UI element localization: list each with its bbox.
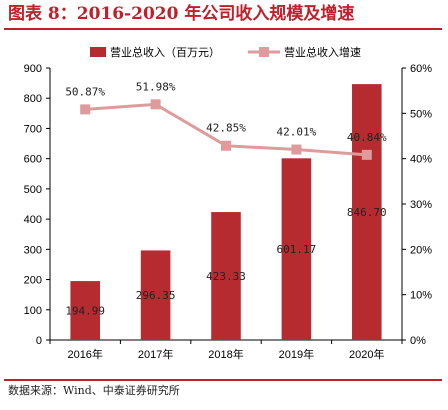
y-right-tick-label: 10% [410, 290, 432, 302]
bar [281, 158, 312, 340]
y-right-tick-label: 20% [410, 244, 432, 256]
source-rule [4, 379, 442, 381]
growth-marker [221, 140, 231, 151]
growth-value-label: 42.85% [206, 122, 246, 135]
growth-value-label: 40.84% [347, 131, 387, 144]
y-left-tick-label: 0 [36, 335, 42, 347]
growth-value-label: 42.01% [277, 126, 317, 139]
legend-bar-label: 营业总收入（百万元） [110, 45, 220, 59]
revenue-chart: 0 100 200 300 400 500 600 700 800 900 0% 10% 20% 30% 4… [24, 45, 433, 361]
y-right-tick-label: 60% [410, 63, 432, 75]
y-right-tick-label: 50% [410, 108, 432, 120]
y-left-tick-label: 400 [24, 214, 42, 226]
y-left-tick-label: 200 [24, 275, 42, 287]
bar-value-label: 423.33 [206, 270, 246, 283]
legend-line-label: 营业总收入增速 [284, 45, 361, 59]
growth-value-label: 51.98% [136, 80, 176, 93]
growth-marker [361, 149, 372, 160]
figure-title: 图表 8：2016-2020 年公司收入规模及增速 [8, 4, 355, 24]
bar-value-label: 296.35 [136, 289, 176, 302]
y-left-tick-label: 500 [24, 184, 42, 196]
y-right-tick-label: 30% [410, 199, 432, 211]
y-left-tick-label: 900 [24, 63, 42, 75]
y-left-tick-label: 700 [24, 123, 42, 135]
legend-line-marker [259, 47, 269, 57]
bar-value-label: 194.99 [65, 305, 105, 318]
x-tick-label: 2019年 [279, 347, 314, 361]
bar-value-label: 601.17 [277, 243, 317, 256]
legend-bar-swatch [90, 47, 106, 57]
title-rule [4, 28, 442, 30]
y-right-tick-label: 40% [410, 154, 432, 166]
x-tick-label: 2017年 [138, 347, 173, 361]
bar-value-label: 846.70 [347, 206, 387, 219]
growth-marker [291, 144, 302, 155]
bar [211, 212, 241, 340]
x-tick-label: 2020年 [349, 347, 384, 361]
x-tick-label: 2016年 [67, 347, 102, 361]
y-right-tick-label: 0% [410, 335, 426, 347]
growth-value-label: 50.87% [65, 85, 105, 98]
y-left-tick-label: 100 [24, 305, 42, 317]
y-left-tick-label: 800 [24, 93, 42, 105]
source-note: 数据来源：Wind、中泰证券研究所 [8, 384, 180, 397]
x-tick-label: 2018年 [208, 347, 243, 361]
bar [70, 281, 100, 340]
growth-marker [150, 99, 161, 110]
y-left-tick-label: 300 [24, 244, 42, 256]
bar [352, 84, 382, 340]
growth-marker [80, 104, 91, 115]
bar [140, 250, 171, 340]
y-left-tick-label: 600 [24, 154, 42, 166]
